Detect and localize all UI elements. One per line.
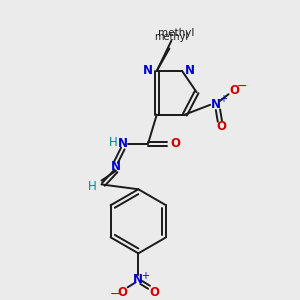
Text: methyl: methyl [158, 28, 194, 38]
Text: O: O [149, 286, 159, 299]
Text: O: O [118, 286, 128, 299]
Text: methyl: methyl [154, 32, 188, 42]
Text: N: N [211, 98, 221, 111]
Text: +: + [219, 94, 227, 104]
Text: N: N [185, 64, 195, 77]
Text: O: O [170, 137, 180, 150]
Text: H: H [87, 180, 96, 193]
Text: N: N [134, 273, 143, 286]
Text: N: N [143, 64, 153, 77]
Text: −: − [237, 80, 247, 93]
Text: N: N [118, 137, 128, 150]
Text: +: + [141, 271, 149, 281]
Text: N: N [111, 160, 121, 173]
Text: O: O [230, 84, 239, 97]
Text: O: O [217, 120, 227, 133]
Text: H: H [109, 136, 118, 149]
Text: −: − [110, 288, 120, 300]
